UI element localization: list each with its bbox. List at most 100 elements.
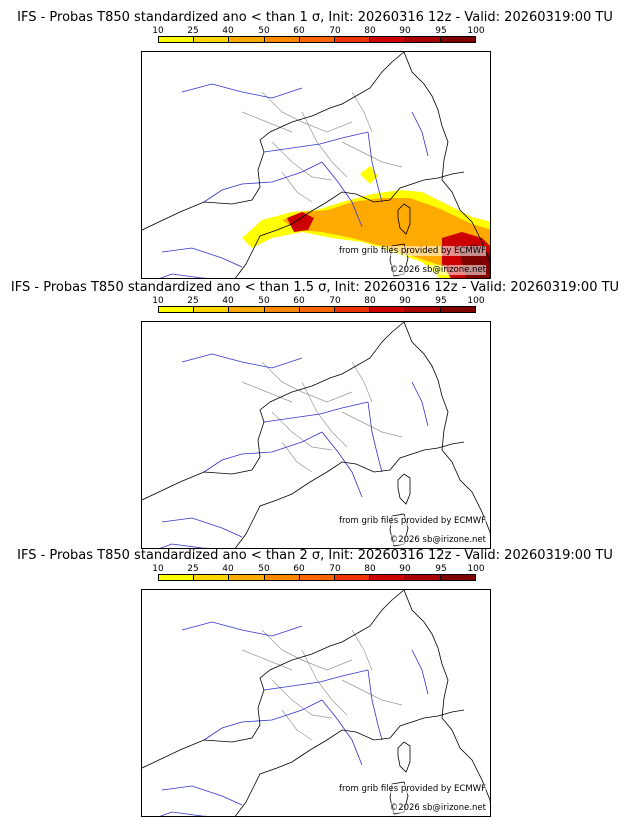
legend-swatch (370, 575, 406, 580)
legend-tick: 95 (435, 26, 447, 36)
river (321, 699, 363, 766)
legend-tick: 100 (467, 296, 485, 306)
copyright: ©2026 sb@irizone.net (389, 535, 486, 545)
river (161, 247, 243, 268)
legend-tick: 70 (329, 564, 341, 574)
legend-tick: 90 (399, 26, 411, 36)
river (159, 273, 209, 278)
river (367, 669, 383, 741)
admin-border (341, 411, 403, 438)
island (397, 741, 411, 773)
legend-swatch (335, 37, 371, 42)
legend-tick: 10 (152, 26, 164, 36)
river (367, 131, 383, 203)
legend-tick: 95 (435, 296, 447, 306)
legend-tick: 95 (435, 564, 447, 574)
color-legend: 10 25 40 50 60 70 80 90 95 100 (152, 296, 485, 316)
map-canvas (142, 52, 490, 278)
legend-tick: 40 (222, 26, 234, 36)
legend-swatch (370, 307, 406, 312)
coastline (142, 590, 405, 769)
legend-tick: 70 (329, 26, 341, 36)
island (397, 203, 411, 235)
legend-swatch (194, 307, 230, 312)
probability-area (360, 166, 378, 184)
map-panel-2: IFS - Probas T850 standardized ano < tha… (0, 280, 630, 550)
river (181, 621, 303, 637)
legend-swatch (370, 37, 406, 42)
panel-title: IFS - Probas T850 standardized ano < tha… (10, 280, 620, 295)
map-frame (141, 321, 491, 549)
map-panel-3: IFS - Probas T850 standardized ano < tha… (0, 548, 630, 818)
admin-border (301, 649, 348, 716)
legend-swatch (440, 37, 475, 42)
river (203, 431, 323, 473)
legend-tick: 100 (467, 26, 485, 36)
river (411, 111, 429, 157)
legend-swatch (229, 307, 265, 312)
river (263, 131, 369, 153)
river (263, 669, 369, 691)
coastline (235, 441, 465, 548)
admin-border (281, 171, 313, 203)
legend-swatch (335, 307, 371, 312)
river (321, 161, 363, 228)
legend-tick: 10 (152, 564, 164, 574)
coastline (142, 322, 405, 501)
coastline (142, 52, 405, 231)
river (159, 811, 209, 816)
legend-tick: 50 (258, 296, 270, 306)
legend-tick: 100 (467, 564, 485, 574)
probability-area (287, 212, 314, 232)
admin-border (261, 91, 353, 133)
admin-border (261, 361, 353, 403)
coastline (403, 52, 449, 181)
legend-swatch (159, 575, 195, 580)
map-canvas (142, 590, 490, 816)
river (203, 161, 323, 203)
legend-tick: 60 (293, 564, 305, 574)
legend-tick: 60 (293, 26, 305, 36)
map-canvas (142, 322, 490, 548)
coastline (235, 709, 465, 816)
admin-border (241, 111, 293, 133)
source-credit: from grib files provided by ECMWF (339, 784, 486, 794)
river (181, 353, 303, 369)
legend-tick: 40 (222, 296, 234, 306)
admin-border (281, 709, 313, 741)
legend-swatch (299, 575, 336, 580)
coastline (441, 717, 490, 804)
river (321, 431, 363, 498)
admin-border (301, 381, 348, 448)
admin-border (341, 679, 403, 706)
river (161, 517, 243, 538)
river (203, 699, 323, 741)
legend-color-bar (158, 36, 476, 43)
admin-border (241, 381, 293, 403)
legend-tick: 90 (399, 296, 411, 306)
source-credit: from grib files provided by ECMWF (339, 246, 486, 256)
legend-tick: 70 (329, 296, 341, 306)
admin-border (281, 441, 313, 473)
coastline (403, 322, 449, 451)
admin-border (271, 141, 333, 181)
admin-border (351, 629, 373, 671)
legend-swatch (405, 575, 441, 580)
color-legend: 10 25 40 50 60 70 80 90 95 100 (152, 564, 485, 584)
admin-border (351, 91, 373, 133)
map-frame (141, 51, 491, 279)
panel-title: IFS - Probas T850 standardized ano < tha… (17, 548, 613, 563)
river (367, 401, 383, 473)
legend-tick: 80 (364, 26, 376, 36)
panel-title: IFS - Probas T850 standardized ano < tha… (17, 10, 613, 25)
admin-border (271, 411, 333, 451)
legend-swatch (264, 307, 300, 312)
legend-swatch (299, 37, 336, 42)
legend-tick: 50 (258, 564, 270, 574)
legend-swatch (440, 307, 475, 312)
river (159, 543, 209, 548)
legend-swatch (229, 575, 265, 580)
legend-tick: 80 (364, 296, 376, 306)
admin-border (351, 361, 373, 403)
river (411, 649, 429, 695)
